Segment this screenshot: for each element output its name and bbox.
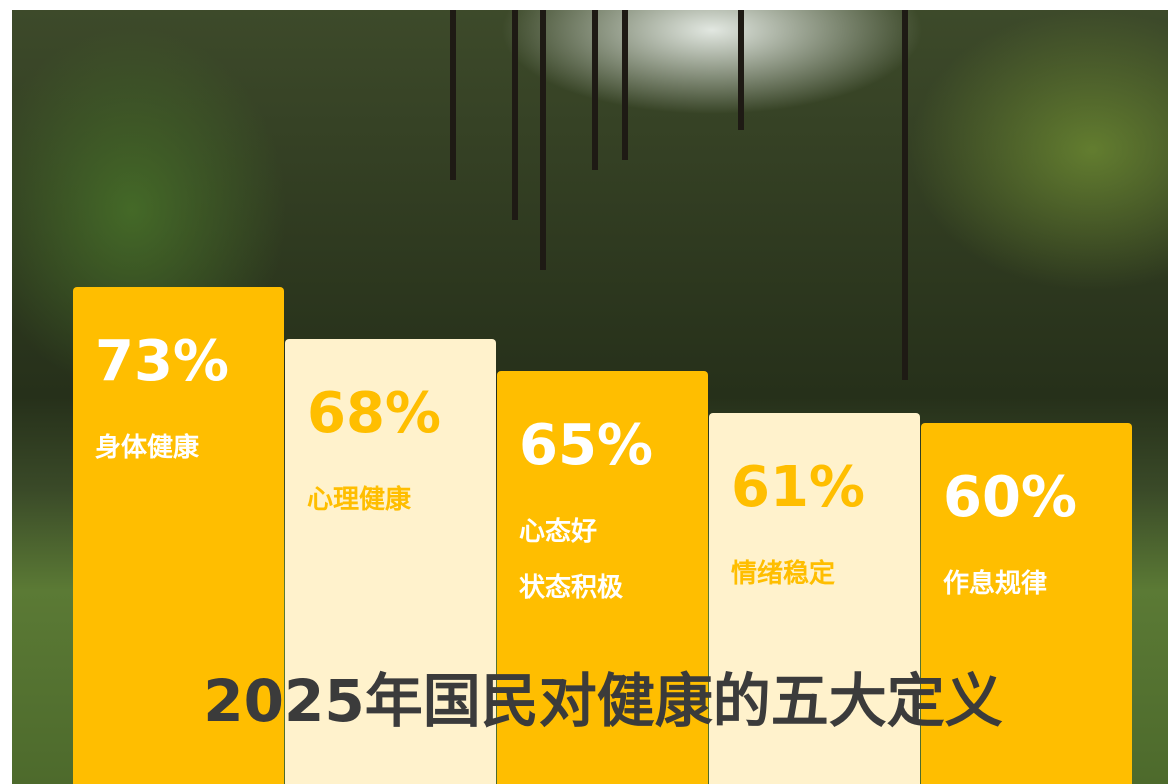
infographic: 73% 身体健康 68% 心理健康 65% 心态好状态积极 61% 情绪稳定 60% 作息规律 2… (0, 0, 1168, 784)
tree-trunk (622, 10, 628, 160)
tree-trunk (540, 10, 546, 270)
category-label: 情绪稳定 (731, 561, 835, 587)
tree-trunk (902, 10, 908, 380)
value-label: 60% (943, 470, 1077, 526)
value-label: 73% (95, 334, 229, 390)
tree-trunk (512, 10, 518, 220)
category-label: 心态好 (519, 519, 597, 545)
value-label: 61% (731, 460, 865, 516)
tree-trunk (450, 10, 456, 180)
value-label: 65% (519, 418, 653, 474)
category-label: 身体健康 (95, 435, 199, 461)
chart-title: 2025年国民对健康的五大定义 (0, 672, 1168, 730)
category-label: 心理健康 (307, 487, 411, 513)
category-label: 作息规律 (943, 571, 1047, 597)
tree-trunk (738, 10, 744, 130)
category-label: 状态积极 (519, 575, 623, 601)
value-label: 68% (307, 386, 441, 442)
tree-trunk (592, 10, 598, 170)
